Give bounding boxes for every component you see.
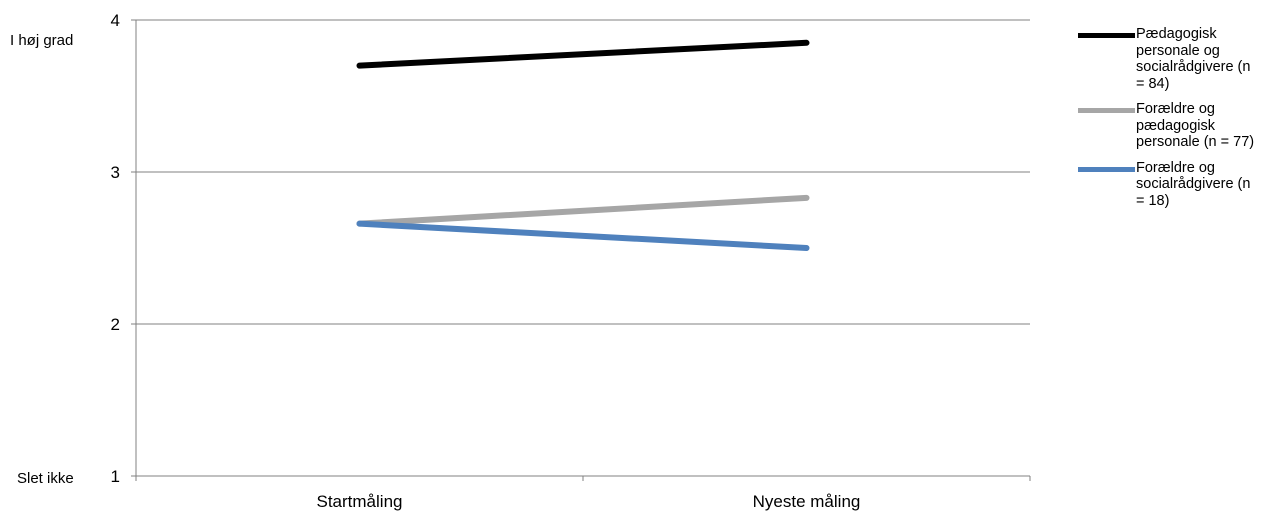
series-line-0 xyxy=(356,39,810,69)
legend-swatch-1 xyxy=(1078,108,1135,113)
y-tick-label-3: 3 xyxy=(111,163,120,182)
y-tick-labels: 1 2 3 4 xyxy=(111,11,120,486)
legend: Pædagogisk personale og socialrådgivere … xyxy=(1078,26,1261,218)
legend-item-1: Forældre og pædagogisk personale (n = 77… xyxy=(1078,101,1261,151)
y-bottom-label: Slet ikke xyxy=(17,470,74,487)
legend-item-2: Forældre og socialrådgivere (n = 18) xyxy=(1078,160,1261,210)
legend-label-2: Forældre og socialrådgivere (n = 18) xyxy=(1136,159,1251,209)
legend-label-1: Forældre og pædagogisk personale (n = 77… xyxy=(1136,101,1255,150)
legend-label-0: Pædagogisk personale og socialrådgivere … xyxy=(1136,26,1251,92)
legend-item-0: Pædagogisk personale og socialrådgivere … xyxy=(1078,26,1261,92)
y-tick-label-2: 2 xyxy=(111,315,120,334)
x-tick-label-1: Nyeste måling xyxy=(753,492,861,511)
legend-swatch-2 xyxy=(1078,166,1135,172)
legend-swatch-0 xyxy=(1078,33,1135,38)
y-tick-label-4: 4 xyxy=(111,11,120,30)
x-tick-labels: Startmåling Nyeste måling xyxy=(317,492,861,511)
series-lines xyxy=(356,39,810,251)
axes xyxy=(131,19,1031,481)
x-tick-label-0: Startmåling xyxy=(317,492,403,511)
y-top-label: I høj grad xyxy=(10,32,74,49)
gridlines xyxy=(136,19,1030,325)
series-line-2 xyxy=(356,220,810,251)
series-line-1 xyxy=(356,194,810,227)
y-tick-label-1: 1 xyxy=(111,467,120,486)
